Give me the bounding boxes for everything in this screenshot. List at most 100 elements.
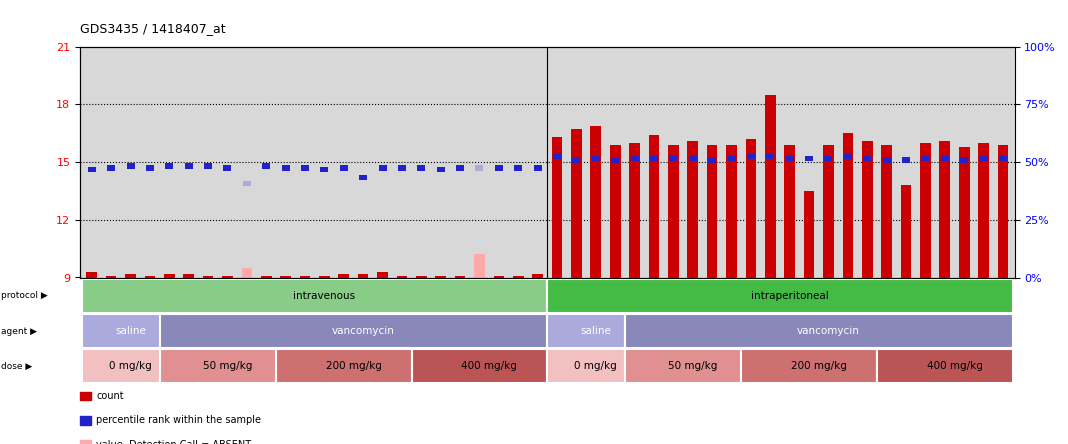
Text: 0 mg/kg: 0 mg/kg	[575, 361, 617, 371]
Bar	[547, 349, 625, 383]
Bar	[547, 314, 625, 348]
Bar	[493, 276, 504, 278]
Bar	[978, 143, 989, 278]
Bar	[532, 274, 543, 278]
Bar	[261, 276, 271, 278]
Bar	[940, 141, 951, 278]
Bar	[881, 145, 892, 278]
Bar	[553, 154, 561, 159]
Bar	[824, 155, 832, 161]
Bar	[166, 163, 173, 169]
Bar	[396, 276, 407, 278]
Text: 400 mg/kg: 400 mg/kg	[927, 361, 983, 371]
Text: vancomycin: vancomycin	[332, 326, 394, 336]
Bar	[82, 349, 159, 383]
Bar	[863, 155, 871, 161]
Text: 200 mg/kg: 200 mg/kg	[790, 361, 847, 371]
Text: intravenous: intravenous	[294, 291, 356, 301]
Bar	[184, 274, 194, 278]
Bar	[941, 155, 948, 161]
Bar	[242, 181, 251, 186]
Bar	[494, 165, 503, 170]
Text: vancomycin: vancomycin	[797, 326, 860, 336]
Bar	[411, 349, 547, 383]
Bar	[625, 349, 741, 383]
Bar	[159, 314, 547, 348]
Bar	[726, 145, 737, 278]
Bar	[126, 163, 135, 169]
Bar	[513, 276, 523, 278]
Bar	[146, 165, 154, 170]
Bar	[591, 126, 601, 278]
Bar	[999, 155, 1007, 161]
Bar	[727, 155, 736, 161]
Text: value, Detection Call = ABSENT: value, Detection Call = ABSENT	[96, 440, 251, 444]
Bar	[572, 158, 580, 163]
Bar	[87, 272, 97, 278]
Bar	[688, 141, 698, 278]
Bar	[223, 165, 232, 170]
Bar	[882, 158, 891, 163]
Bar	[378, 165, 387, 170]
Bar	[437, 167, 444, 172]
Bar	[747, 154, 755, 159]
Bar	[902, 158, 910, 163]
Bar	[862, 141, 873, 278]
Text: 50 mg/kg: 50 mg/kg	[203, 361, 252, 371]
Bar	[319, 276, 330, 278]
Bar	[767, 154, 774, 159]
Bar	[648, 135, 659, 278]
Bar	[611, 158, 619, 163]
Bar	[979, 155, 988, 161]
Bar	[670, 155, 677, 161]
Bar	[417, 276, 426, 278]
Text: saline: saline	[580, 326, 611, 336]
Bar	[689, 155, 696, 161]
Bar	[823, 145, 834, 278]
Bar	[708, 158, 717, 163]
Bar	[320, 167, 328, 172]
Bar	[339, 274, 349, 278]
Bar	[960, 158, 969, 163]
Bar	[707, 145, 718, 278]
Bar	[263, 163, 270, 169]
Bar	[358, 274, 368, 278]
Bar	[301, 165, 309, 170]
Text: protocol ▶: protocol ▶	[1, 291, 48, 301]
Bar	[82, 314, 159, 348]
Bar	[922, 155, 929, 161]
Bar	[82, 279, 547, 313]
Bar	[630, 155, 639, 161]
Bar	[436, 276, 446, 278]
Bar	[515, 165, 522, 170]
Bar	[107, 165, 115, 170]
Bar	[786, 155, 794, 161]
Bar	[125, 274, 136, 278]
Bar	[359, 175, 367, 180]
Bar	[534, 165, 541, 170]
Text: agent ▶: agent ▶	[1, 326, 37, 336]
Bar	[844, 154, 852, 159]
Bar	[547, 279, 1012, 313]
Text: intraperitoneal: intraperitoneal	[751, 291, 829, 301]
Text: saline: saline	[115, 326, 146, 336]
Bar	[418, 165, 425, 170]
Bar	[741, 349, 877, 383]
Bar	[276, 349, 411, 383]
Bar	[921, 143, 930, 278]
Bar	[300, 276, 311, 278]
Bar	[552, 137, 563, 278]
Bar	[241, 268, 252, 278]
Bar	[900, 185, 911, 278]
Bar	[185, 163, 192, 169]
Bar	[625, 314, 1012, 348]
Bar	[669, 145, 678, 278]
Text: dose ▶: dose ▶	[1, 361, 32, 371]
Bar	[203, 276, 214, 278]
Bar	[340, 165, 348, 170]
Bar	[282, 165, 289, 170]
Bar	[204, 163, 213, 169]
Bar	[745, 139, 756, 278]
Bar	[455, 276, 466, 278]
Text: percentile rank within the sample: percentile rank within the sample	[96, 416, 261, 425]
